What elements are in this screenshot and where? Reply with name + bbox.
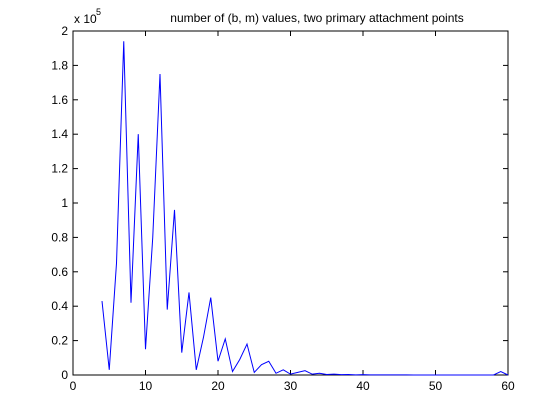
x-tick-label: 40 bbox=[356, 379, 370, 393]
y-tick-label: 0.8 bbox=[51, 230, 68, 244]
y-scale-exponent: 5 bbox=[96, 7, 101, 17]
y-tick-label: 1.8 bbox=[51, 58, 68, 72]
y-tick-label: 1 bbox=[61, 196, 68, 210]
x-tick-label: 0 bbox=[70, 379, 77, 393]
x-tick-label: 50 bbox=[429, 379, 443, 393]
y-scale-base: x 10 bbox=[74, 12, 97, 26]
y-tick-label: 2 bbox=[61, 24, 68, 38]
plot-area bbox=[72, 30, 509, 376]
x-tick-label: 30 bbox=[284, 379, 298, 393]
series-line bbox=[101, 41, 509, 376]
y-tick-label: 0.4 bbox=[51, 299, 68, 313]
y-tick-label: 0.2 bbox=[51, 334, 68, 348]
series-layer bbox=[101, 41, 509, 376]
y-tick-label: 0.6 bbox=[51, 265, 68, 279]
chart-title: number of (b, m) values, two primary att… bbox=[170, 11, 463, 25]
x-tick-label: 20 bbox=[211, 379, 225, 393]
y-tick-label: 1.4 bbox=[51, 127, 68, 141]
x-tick-label: 60 bbox=[501, 379, 515, 393]
y-tick-label: 0 bbox=[61, 368, 68, 382]
y-tick-label: 1.6 bbox=[51, 93, 68, 107]
axis-ticks: 0 10 20 30 40 50 60 0 0.2 0.4 0.6 0.8 1 1.2 1.4 1.6 1.8 2 bbox=[51, 24, 515, 393]
y-tick-label: 1.2 bbox=[51, 162, 68, 176]
x-tick-label: 10 bbox=[139, 379, 153, 393]
